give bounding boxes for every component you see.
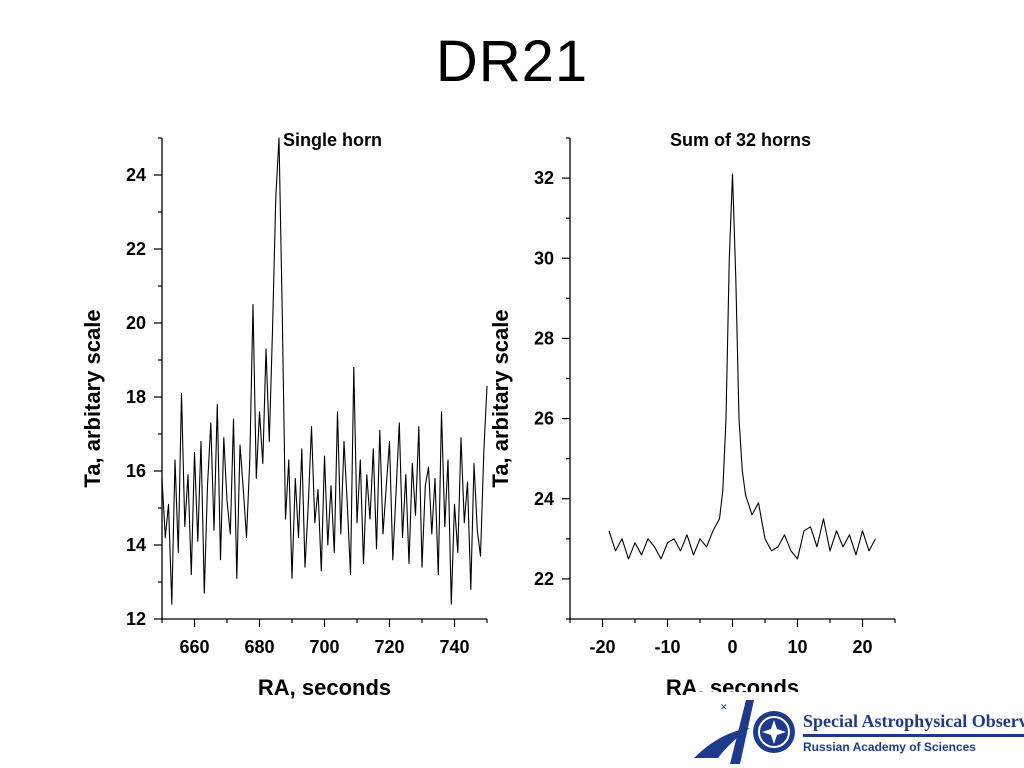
chart-title: Sum of 32 horns [670,130,811,150]
x-axis-label: RA, seconds [258,675,391,700]
x-tick-label: 740 [439,637,469,657]
x-tick-label: 20 [852,637,872,657]
x-tick-label: 680 [244,637,274,657]
chart-title: Single horn [283,130,382,150]
series-line [161,137,488,605]
x-tick-label: -20 [589,637,615,657]
chart-single-horn: 660 680 700 720 740 12 14 16 18 20 22 24 Single horn… [80,130,488,700]
y-tick-label: 18 [126,387,146,407]
y-tick-label: 14 [126,535,146,555]
y-tick-label: 12 [126,609,146,629]
y-tick-label: 30 [534,248,554,268]
observatory-emblem-icon: ✕ [694,700,795,764]
x-tick-label: 660 [179,637,209,657]
y-tick-label: 20 [126,313,146,333]
slide-title: DR21 [435,29,589,94]
logo-divider [803,734,1024,737]
x-tick-label: 0 [727,637,737,657]
x-tick-label: 10 [787,637,807,657]
y-tick-label: 22 [126,239,146,259]
y-axis-label: Ta, arbitary scale [488,309,513,487]
y-tick-label: 26 [534,409,554,429]
y-tick-label: 24 [126,165,146,185]
observatory-name: Special Astrophysical Observatory [803,711,1024,731]
x-tick-label: -10 [654,637,680,657]
observatory-logo: ✕ Special Astrophysical Observatory Russ… [690,692,1024,768]
y-tick-label: 28 [534,328,554,348]
x-tick-label: 720 [374,637,404,657]
y-tick-label: 16 [126,461,146,481]
y-tick-label: 32 [534,168,554,188]
series-line [608,173,876,560]
observatory-subtitle: Russian Academy of Sciences [803,740,976,754]
svg-text:✕: ✕ [720,703,728,713]
x-tick-label: 700 [309,637,339,657]
y-tick-label: 24 [534,489,554,509]
y-tick-label: 22 [534,569,554,589]
y-axis-label: Ta, arbitary scale [80,309,105,487]
